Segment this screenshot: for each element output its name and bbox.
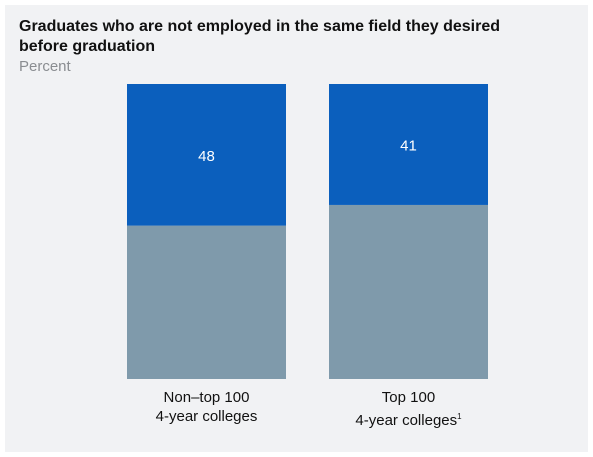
category-label-2: Top 100 4-year colleges1 <box>309 388 509 430</box>
bar-remainder-1 <box>127 226 286 379</box>
category-label-1: Non–top 100 4-year colleges <box>107 388 307 426</box>
bar-value-label-2: 41 <box>400 137 417 154</box>
bar-remainder-2 <box>329 205 488 379</box>
category-label-line1: Top 100 <box>309 388 509 407</box>
category-label-text: 4-year colleges <box>355 412 457 429</box>
footnote-marker: 1 <box>457 412 461 421</box>
category-label-line2: 4-year colleges <box>107 407 307 426</box>
category-label-text: 4-year colleges <box>156 408 258 425</box>
category-label-line1: Non–top 100 <box>107 388 307 407</box>
bars-group: 48 41 <box>127 84 488 379</box>
bar-value-label-1: 48 <box>198 148 215 165</box>
category-label-line2: 4-year colleges1 <box>309 407 509 430</box>
